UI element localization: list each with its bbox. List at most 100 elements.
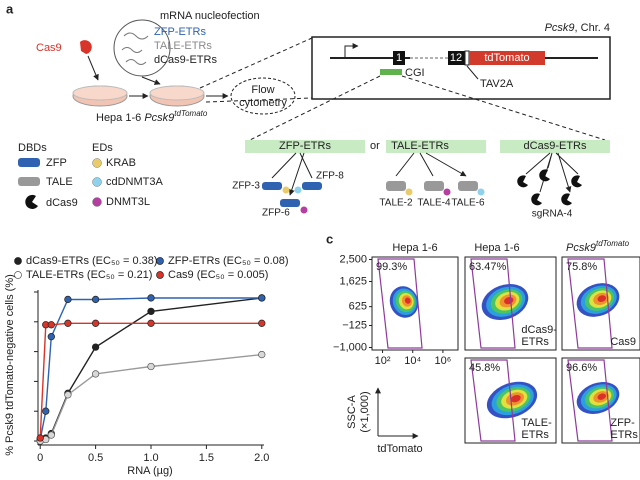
x-axis-label: tdTomato [377, 443, 422, 455]
exon-label: 1 [396, 52, 402, 64]
locus-label: Pcsk9, Chr. 4 [545, 22, 610, 34]
zfp-icon [280, 199, 300, 207]
member-label: ZFP-8 [316, 171, 344, 182]
flow-label: cytometry [239, 97, 287, 109]
locus-box [311, 36, 611, 100]
arrow [87, 55, 99, 81]
legend-marker [156, 257, 164, 265]
column-header: Hepa 1-6 [392, 242, 437, 254]
data-point [36, 434, 44, 442]
mrna-icon [121, 32, 149, 65]
dbd-title: DBDs [18, 142, 47, 154]
krab-icon [405, 188, 413, 196]
data-point [91, 343, 100, 351]
data-point [91, 295, 100, 304]
condition-label: Cas9 [610, 336, 636, 348]
data-point [47, 431, 55, 439]
data-point [258, 319, 266, 327]
density-contour [510, 394, 521, 403]
condition-label: TALE- [521, 417, 552, 429]
exon [448, 51, 465, 65]
dnmt3a-icon [294, 186, 302, 194]
member-label: sgRNA-4 [532, 209, 573, 220]
dbd-label: ZFP [46, 157, 67, 169]
member-label: TALE-4 [417, 198, 451, 209]
dnmt3l-icon [92, 197, 102, 207]
ed-label: cdDNMT3A [106, 176, 164, 188]
panel-b: % Pcsk9 tdTomato-negative cells (%) RNA … [4, 255, 289, 477]
legend-label: TALE-ETRs (EC₅₀ = 0.21) [26, 269, 152, 281]
density-contour [597, 393, 607, 400]
tav2a-line [466, 65, 479, 80]
arrow [395, 152, 466, 176]
series-line [39, 322, 262, 439]
data-point [64, 295, 72, 304]
dnmt3l-icon [443, 188, 451, 196]
locus-gene: Pcsk9 [545, 22, 575, 34]
nucleofection-label: mRNA nucleofection [160, 10, 260, 22]
gate-percent: 75.8% [566, 261, 597, 273]
member-label: TALE-2 [379, 198, 413, 209]
panel-c: c Hepa 1-6 Hepa 1-6 Pcsk9tdTomato SSC-A … [326, 231, 640, 455]
panel-label: a [6, 1, 14, 16]
gate [567, 359, 613, 442]
zoom-line [199, 37, 313, 103]
cell-line-name: Hepa 1-6 [96, 112, 144, 124]
panel-label: c [326, 231, 333, 246]
header-sup: tdTomato [596, 239, 630, 248]
data-point [147, 294, 155, 302]
data-point [64, 319, 72, 327]
dish [149, 85, 205, 101]
tale-icon [458, 181, 478, 191]
x-tick-label: 0.5 [88, 452, 103, 464]
dcas9-icon [517, 169, 582, 206]
tav2a-box [464, 50, 470, 66]
data-point [47, 333, 55, 341]
dna-band [500, 140, 610, 153]
column-header: Hepa 1-6 [474, 242, 519, 254]
axis-arrow [377, 388, 418, 436]
legend-label: ZFP-ETRs (EC₅₀ = 0.08) [168, 255, 289, 267]
cas9-label: Cas9 [36, 42, 62, 54]
or-label: or [370, 140, 380, 152]
reporter-box [469, 51, 545, 65]
condition-label: ETRs [610, 429, 638, 441]
tss-arrow [344, 43, 359, 58]
group-name: ZFP-ETRs [279, 140, 331, 152]
condition-label: ETRs [521, 429, 549, 441]
condition-label: dCas9- [521, 324, 557, 336]
data-point [91, 370, 100, 378]
gate-percent: 45.8% [469, 362, 500, 374]
etr-label: TALE-ETRs [154, 40, 212, 52]
gate-percent: 63.47% [469, 261, 507, 273]
dnmt3a-icon [477, 188, 485, 196]
locus-chr: , Chr. 4 [575, 22, 610, 34]
data-point [42, 407, 50, 415]
legend-marker [156, 271, 164, 279]
y-tick-label: −125 [342, 319, 367, 331]
group-name: dCas9-ETRs [524, 140, 587, 152]
mrna-circle [113, 19, 171, 77]
gate-percent: 99.3% [376, 261, 407, 273]
gate-percent: 96.6% [566, 362, 597, 374]
tale-icon [18, 177, 40, 186]
y-tick-label: 625 [349, 301, 367, 313]
dish [72, 85, 128, 101]
x-tick-label: 0 [37, 452, 43, 464]
cas9-icon [80, 40, 92, 54]
legend-marker [14, 257, 22, 265]
x-axis-label: RNA (µg) [127, 465, 172, 477]
gate [377, 258, 423, 349]
data-point [147, 307, 155, 316]
x-tick-label: 2.0 [254, 452, 269, 464]
zfp-icon [18, 158, 40, 167]
gate [470, 359, 516, 442]
y-tick-label: 2,500 [339, 253, 367, 265]
dna-band [386, 140, 486, 153]
condition-label: ETRs [521, 336, 549, 348]
gate [567, 258, 613, 349]
dcas9-icon [25, 194, 38, 209]
member-label: ZFP-3 [232, 181, 260, 192]
zfp-icon [302, 182, 322, 190]
